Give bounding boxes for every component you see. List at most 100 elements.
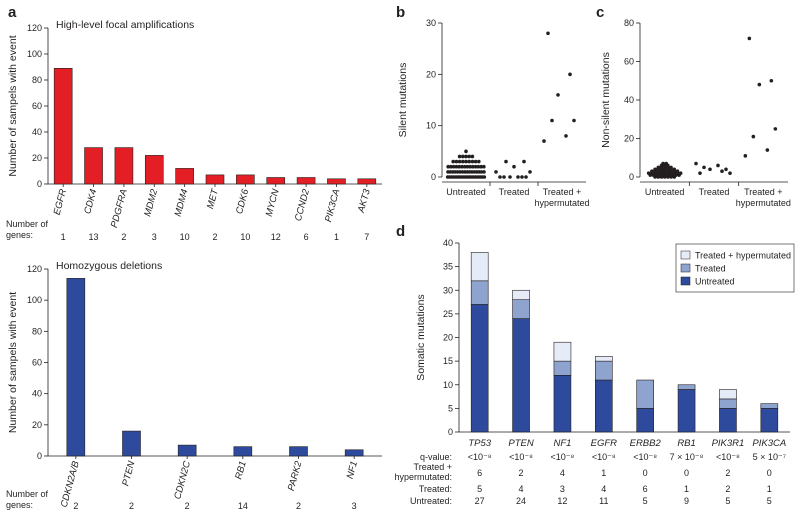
bar-segment-treated	[719, 398, 737, 409]
y-tick-label: 80	[32, 326, 42, 336]
x-tick-label: MDM4	[173, 188, 191, 218]
bar-segment-treated	[470, 280, 489, 305]
bar-pten	[122, 430, 141, 457]
count-value: 4	[519, 484, 524, 494]
data-point-treated-hypermutated	[542, 139, 546, 143]
x-tick-label: TP53	[468, 438, 491, 449]
gene-count: 2	[185, 501, 190, 511]
data-point-untreated	[449, 164, 453, 169]
x-tick-label: PIK3CA	[323, 188, 342, 223]
x-tick-label: EGFR	[52, 188, 69, 216]
bar-segment-untreated	[470, 304, 489, 433]
y-tick-label: 80	[32, 75, 42, 85]
data-point-untreated	[656, 165, 661, 170]
count-value: 9	[684, 496, 689, 506]
y-tick-label: 0	[37, 451, 42, 461]
group-label: Treated + hypermutated	[534, 187, 589, 208]
count-value: 4	[560, 468, 565, 478]
bar-pik3ca	[327, 178, 346, 185]
count-value: 2	[725, 468, 730, 478]
legend-label: Untreated	[695, 277, 735, 287]
count-value: 1	[767, 484, 772, 494]
count-value: 0	[767, 468, 772, 478]
data-point-untreated	[457, 154, 462, 159]
count-value: 3	[560, 484, 565, 494]
y-axis-label: Number of sampels with event	[7, 292, 19, 433]
silent-mutations-chart: 0 10 20 30 Silent mutations Untreated Treated T…	[397, 18, 590, 208]
bar-segment-treated	[760, 403, 779, 409]
bar-rb1	[233, 446, 253, 457]
group-label-line: Treated	[499, 187, 530, 197]
data-point-treated-hypermutated	[743, 154, 748, 158]
x-tick-label: PTEN	[120, 460, 137, 487]
q-value: <10⁻⁸	[716, 452, 740, 462]
bar-segment-treated	[636, 379, 654, 409]
x-tick-label: EGFR	[591, 438, 618, 449]
count-value: 5	[477, 484, 482, 494]
y-tick-label: 25	[443, 309, 453, 319]
y-tick-label: 60	[32, 101, 42, 111]
count-value: 5	[643, 496, 648, 506]
q-value: <10⁻⁸	[592, 452, 616, 462]
bar-cdkn2c	[177, 444, 197, 457]
bar-segment-untreated	[553, 374, 572, 433]
gene-count: 3	[152, 232, 157, 242]
data-point-untreated	[462, 164, 467, 169]
bar-cdk6	[236, 174, 255, 185]
count-value: 6	[643, 484, 648, 494]
data-point-untreated	[675, 169, 680, 174]
chart-title: Homozygous deletions	[56, 260, 162, 272]
data-point-untreated	[646, 171, 651, 175]
data-point-untreated	[461, 159, 465, 164]
data-point-treated-hypermutated	[546, 31, 550, 36]
gene-count: 2	[73, 501, 78, 511]
count-value: 5	[767, 496, 772, 506]
y-tick-label: 40	[32, 389, 42, 399]
data-point-treated	[504, 159, 508, 164]
x-tick-label: PIK3R1	[712, 438, 745, 449]
y-tick-label: 0	[629, 172, 634, 182]
bar-segment-untreated	[595, 379, 613, 433]
data-point-untreated	[470, 159, 475, 164]
y-axis-label: Somatic mutations	[415, 294, 427, 380]
y-tick-label: 80	[624, 18, 634, 28]
y-tick-label: 40	[624, 95, 634, 105]
data-point-treated	[528, 170, 532, 174]
data-point-untreated	[451, 164, 456, 169]
y-axis-label: Silent mutations	[397, 63, 409, 138]
y-tick-label: 30	[443, 285, 453, 295]
y-tick-label: 10	[426, 121, 436, 131]
y-axis-label: Non-silent mutations	[600, 52, 612, 148]
y-tick-label: 120	[27, 23, 42, 33]
data-point-untreated	[672, 167, 677, 172]
gene-count: 1	[61, 232, 66, 242]
y-tick-label: 15	[443, 356, 453, 366]
group-label: Untreated	[446, 187, 486, 197]
data-point-untreated	[465, 164, 470, 169]
bar-segment-untreated	[677, 389, 696, 433]
y-tick-label: 40	[443, 238, 453, 248]
y-tick-label: 10	[443, 380, 453, 390]
data-point-untreated	[464, 154, 468, 159]
bar-segment-treated-hypermutated	[595, 356, 613, 362]
bar-segment-treated	[512, 299, 530, 319]
group-label: Treated + hypermutated	[736, 187, 791, 208]
data-point-untreated	[479, 164, 483, 169]
data-point-untreated	[461, 154, 465, 159]
genes-label-line: genes:	[6, 500, 33, 510]
data-point-untreated	[482, 175, 487, 179]
gene-count: 13	[89, 232, 99, 242]
data-point-untreated	[451, 159, 456, 164]
data-point-untreated	[476, 164, 481, 169]
gene-count: 14	[238, 501, 248, 511]
x-tick-label: CDK6	[234, 187, 251, 215]
data-point-untreated	[457, 159, 462, 164]
y-tick-label: 100	[27, 49, 42, 59]
y-tick-label: 20	[32, 420, 42, 430]
panel-label-d: d	[396, 223, 405, 240]
data-point-treated-hypermutated	[747, 36, 752, 41]
q-value: <10⁻⁸	[468, 452, 492, 462]
gene-count: 12	[271, 232, 281, 242]
bar-segment-untreated	[719, 408, 737, 433]
